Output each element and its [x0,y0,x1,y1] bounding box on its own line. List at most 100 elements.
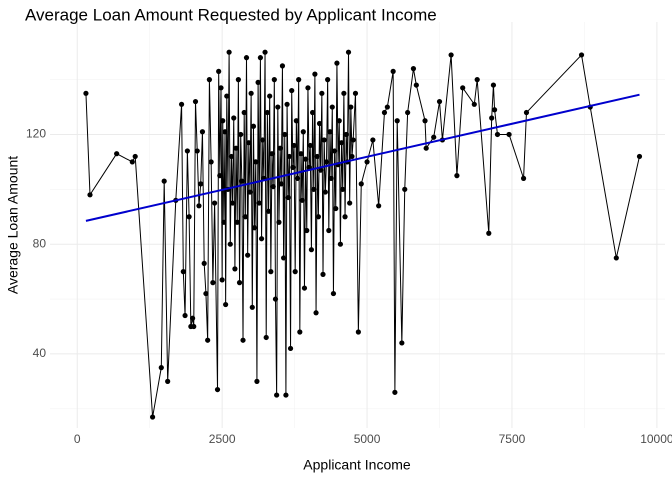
data-point [253,159,259,165]
data-point [298,151,304,157]
data-point [246,140,252,146]
data-point [217,173,223,179]
data-point [292,269,298,275]
data-point [296,77,302,83]
data-point [341,90,347,96]
x-axis-title: Applicant Income [303,457,411,473]
data-point [257,55,264,61]
data-point [210,280,216,286]
data-point [384,104,390,110]
data-point [232,266,238,272]
data-point [216,68,222,74]
data-point [364,159,370,165]
data-point [314,153,320,160]
data-point [448,52,454,58]
data-point [252,225,258,231]
data-point [229,200,236,206]
data-point [205,337,211,343]
data-point [238,131,244,138]
data-point [338,140,345,146]
data-point [206,77,213,83]
data-point [347,200,353,206]
data-point [578,52,585,58]
data-line [85,52,640,418]
data-point [348,104,354,110]
data-point [305,85,311,91]
data-point [307,142,313,149]
data-point [208,159,214,165]
data-point [283,392,289,398]
y-axis-title: Average Loan Amount [5,156,21,294]
data-point [198,181,204,187]
data-point [271,77,277,83]
data-point [285,194,291,201]
data-point [333,205,339,212]
data-point [194,148,200,154]
x-tick-label: 10000 [640,432,672,446]
data-point [222,129,228,135]
data-point [309,109,316,116]
data-point [129,159,135,165]
data-point [301,285,308,291]
data-point [250,123,257,129]
data-point [332,148,338,154]
data-point [293,118,299,124]
data-point [376,203,382,209]
data-point [233,145,239,151]
data-point [83,90,89,96]
chart-title: Average Loan Amount Requested by Applica… [25,5,437,24]
data-point [276,219,282,225]
data-point [191,323,197,330]
data-point [161,178,167,184]
data-point [506,131,512,138]
data-point [394,118,400,124]
data-point [454,173,460,179]
data-point [269,151,275,157]
data-point [474,77,480,83]
data-point [423,145,429,151]
data-point [260,137,266,143]
data-point [186,214,192,220]
data-point [318,167,324,173]
data-point [287,345,294,352]
data-point [279,63,286,69]
x-tick-label: 2500 [209,432,236,446]
data-point [223,301,229,308]
x-tick-label: 7500 [499,432,526,446]
data-point [243,55,250,61]
data-point [471,101,477,107]
data-point [322,189,328,195]
data-point [248,90,254,96]
data-point [336,118,342,124]
data-point [330,290,337,297]
data-point [87,192,93,198]
data-point [275,104,281,110]
data-point [184,148,190,154]
data-point [182,312,188,319]
data-point [337,241,344,247]
data-point [297,329,303,335]
data-point [350,137,356,143]
y-tick-label: 120 [26,127,46,141]
data-point [280,255,287,261]
data-point [263,334,269,341]
data-point [227,241,233,247]
data-point [345,49,352,55]
data-point [352,90,359,96]
data-point [520,175,527,181]
data-point [299,197,305,203]
data-point [114,151,120,157]
data-point [316,120,323,127]
data-point [245,252,251,258]
data-point [402,186,408,192]
data-point [315,214,321,220]
data-point [422,118,428,124]
data-point [489,115,495,121]
data-point [226,49,232,55]
data-point [214,386,221,393]
data-point [218,85,224,91]
data-point [523,109,530,116]
data-point [381,109,388,116]
data-point [199,129,206,135]
